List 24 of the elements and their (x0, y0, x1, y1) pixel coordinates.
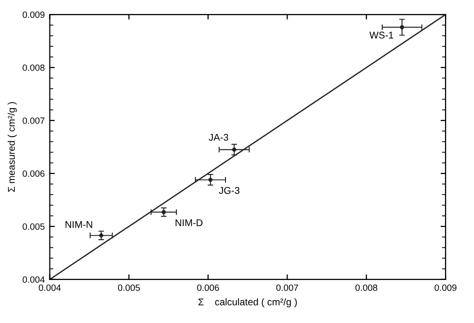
annotation: JG-3 (218, 187, 240, 194)
x-tick-label: 0.008 (355, 284, 378, 291)
y-tick-label: 0.008 (22, 64, 45, 71)
x-tick-label: 0.006 (197, 284, 219, 291)
point (400, 25, 404, 30)
x-tick-label: 0.005 (118, 284, 140, 291)
point (232, 148, 236, 152)
y-tick-label: 0.009 (22, 12, 44, 18)
point (208, 178, 213, 182)
x-axis-title: Σ calculated ( cm²/g ) (198, 298, 297, 308)
y-tick-label: 0.006 (22, 170, 45, 177)
annotation: NIM-N (66, 221, 92, 228)
point (99, 233, 104, 238)
point (162, 210, 166, 214)
y-tick-label: 0.007 (22, 117, 44, 124)
y-axis-title: Σ measured ( cm²/g ) (8, 102, 17, 192)
y-tick-label: 0.005 (22, 223, 45, 230)
x-tick-label: 0.007 (276, 284, 298, 291)
x-tick-label: 0.009 (434, 284, 456, 291)
annotation: NIM-D (176, 219, 202, 226)
annotation: WS-1 (369, 32, 394, 39)
annotation: JA-3 (208, 134, 228, 141)
y-tick-label: 0.004 (22, 276, 45, 283)
x-tick-label: 0.004 (38, 284, 61, 291)
